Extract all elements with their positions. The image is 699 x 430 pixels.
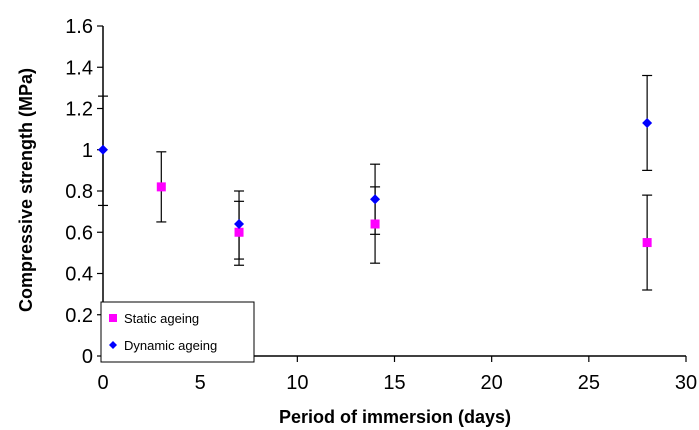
static-ageing-point [370,219,380,229]
y-tick-label: 0.2 [65,305,93,327]
x-tick-label: 25 [578,372,600,394]
x-tick-label: 5 [195,372,206,394]
y-axis-title: Compressive strength (MPa) [16,68,36,312]
y-tick-label: 1.6 [65,16,93,38]
static-ageing-point [642,238,652,248]
x-axis-title: Period of immersion (days) [279,407,511,427]
x-tick-label: 15 [383,372,405,394]
static-ageing-point [156,182,166,192]
chart-markers [98,117,653,248]
y-tick-label: 0.6 [65,222,93,244]
y-tick-label: 0 [82,346,93,368]
y-tick-label: 0.4 [65,264,93,286]
legend-box [100,301,255,363]
y-tick-label: 1.2 [65,99,93,121]
dynamic-ageing-point [642,117,653,128]
static-ageing-point [234,227,244,237]
x-tick-label: 0 [97,372,108,394]
legend-dynamic-marker [109,341,117,349]
y-tick-label: 0.8 [65,181,93,203]
chart-ticks: 0 0.2 0.4 0.6 0.8 1 1.2 1.4 1.6 0 5 10 15 20 25 30 [65,16,697,394]
legend-static-marker [109,314,117,322]
y-tick-label: 1.4 [65,57,93,79]
x-tick-label: 10 [286,372,308,394]
x-tick-label: 30 [675,372,697,394]
dynamic-ageing-point [234,219,245,229]
y-tick-label: 1 [82,140,93,162]
legend: Static ageing Dynamic ageing [100,301,255,363]
chart-error-bars [98,74,653,291]
legend-dynamic-label: Dynamic ageing [124,338,217,353]
dynamic-ageing-point [98,144,108,155]
legend-static-label: Static ageing [124,311,199,326]
dynamic-ageing-point [370,194,381,205]
x-tick-label: 20 [481,372,503,394]
